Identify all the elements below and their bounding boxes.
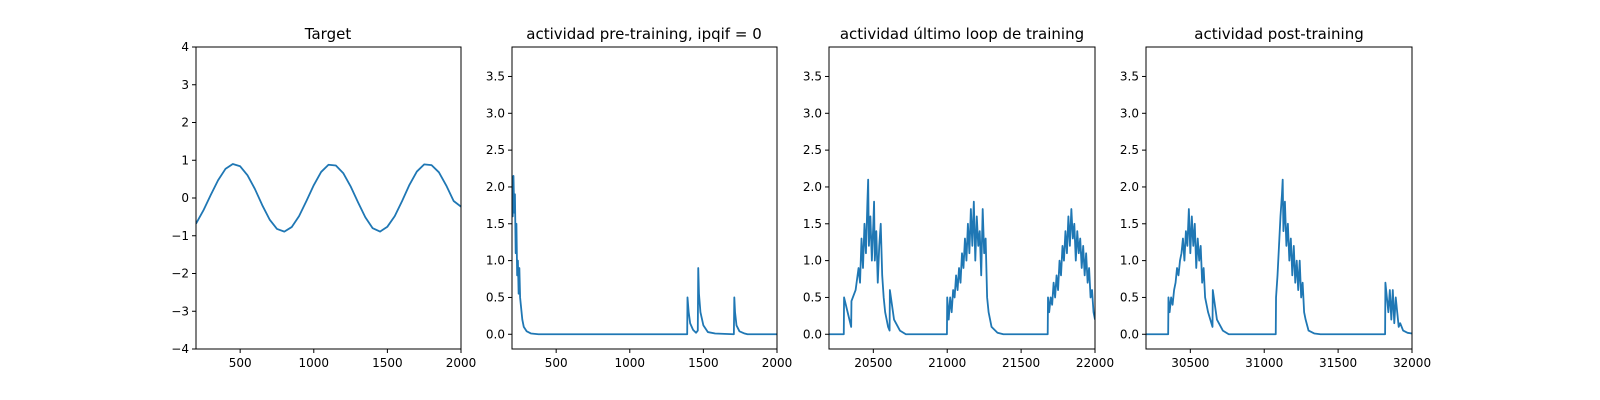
- y-tick-label: 4: [181, 40, 189, 54]
- y-tick-label: 2.5: [1120, 143, 1139, 157]
- x-tick-label: 22000: [1076, 356, 1114, 370]
- y-tick-label: 2.0: [1120, 180, 1139, 194]
- series-line: [196, 163, 461, 233]
- x-tick-label: 2000: [446, 356, 477, 370]
- y-tick-label: 3.0: [1120, 106, 1139, 120]
- y-tick-label: 0.0: [486, 327, 505, 341]
- y-tick-label: −1: [171, 229, 189, 243]
- y-tick-label: −3: [171, 304, 189, 318]
- x-tick-label: 1000: [615, 356, 646, 370]
- y-tick-label: 3.5: [1120, 69, 1139, 83]
- y-tick-label: 1.5: [1120, 217, 1139, 231]
- y-tick-label: 0: [181, 191, 189, 205]
- x-tick-label: 500: [229, 356, 252, 370]
- x-tick-label: 30500: [1171, 356, 1209, 370]
- y-tick-label: 0.0: [1120, 327, 1139, 341]
- y-tick-label: 3: [181, 78, 189, 92]
- y-tick-label: −2: [171, 267, 189, 281]
- x-tick-label: 32000: [1393, 356, 1431, 370]
- x-tick-label: 1000: [299, 356, 330, 370]
- subplot-title: actividad post-training: [1194, 25, 1363, 43]
- x-tick-label: 1500: [372, 356, 403, 370]
- subplot-target: Target 500 1000 1500 2000 −4 −3 −2 −1 0 1 2 3 4: [171, 25, 476, 370]
- y-tick-label: 1.0: [1120, 254, 1139, 268]
- y-tick-label: 3.0: [803, 106, 822, 120]
- x-tick-label: 20500: [854, 356, 892, 370]
- y-tick-label: 2.5: [803, 143, 822, 157]
- y-tick-label: 0.5: [1120, 290, 1139, 304]
- x-tick-label: 31500: [1319, 356, 1357, 370]
- y-tick-label: 1.5: [486, 217, 505, 231]
- subplot-title: actividad pre-training, ipqif = 0: [526, 25, 762, 43]
- y-tick-label: 3.5: [803, 69, 822, 83]
- x-tick-label: 500: [545, 356, 568, 370]
- y-tick-label: −4: [171, 342, 189, 356]
- y-tick-label: 1.0: [803, 254, 822, 268]
- subplot-post-training: actividad post-training 30500 31000 31500 3…: [1120, 25, 1431, 370]
- y-tick-label: 3.0: [486, 106, 505, 120]
- axes-frame: [511, 46, 778, 350]
- x-tick-label: 2000: [762, 356, 793, 370]
- subplot-last-training-loop: actividad último loop de training 20500 2…: [803, 25, 1114, 370]
- subplot-title: Target: [304, 25, 352, 43]
- y-tick-label: 2.0: [486, 180, 505, 194]
- subplot-title: actividad último loop de training: [840, 25, 1084, 43]
- y-tick-label: 1.5: [803, 217, 822, 231]
- y-tick-label: 1: [181, 153, 189, 167]
- y-tick-label: 0.5: [486, 290, 505, 304]
- y-tick-label: 3.5: [486, 69, 505, 83]
- y-tick-label: 2.0: [803, 180, 822, 194]
- y-tick-label: 2: [181, 116, 189, 130]
- series-line: [1146, 178, 1412, 336]
- y-tick-label: 1.0: [486, 254, 505, 268]
- series-line: [512, 175, 777, 336]
- subplot-pre-training: actividad pre-training, ipqif = 0 500 100…: [486, 25, 792, 370]
- axes-frame: [1145, 46, 1413, 350]
- y-tick-label: 0.0: [803, 327, 822, 341]
- x-tick-label: 21000: [928, 356, 966, 370]
- x-tick-label: 21500: [1002, 356, 1040, 370]
- axes-frame: [828, 46, 1096, 350]
- series-line: [829, 178, 1095, 336]
- x-tick-label: 1500: [688, 356, 719, 370]
- y-tick-label: 0.5: [803, 290, 822, 304]
- y-tick-label: 2.5: [486, 143, 505, 157]
- x-tick-label: 31000: [1245, 356, 1283, 370]
